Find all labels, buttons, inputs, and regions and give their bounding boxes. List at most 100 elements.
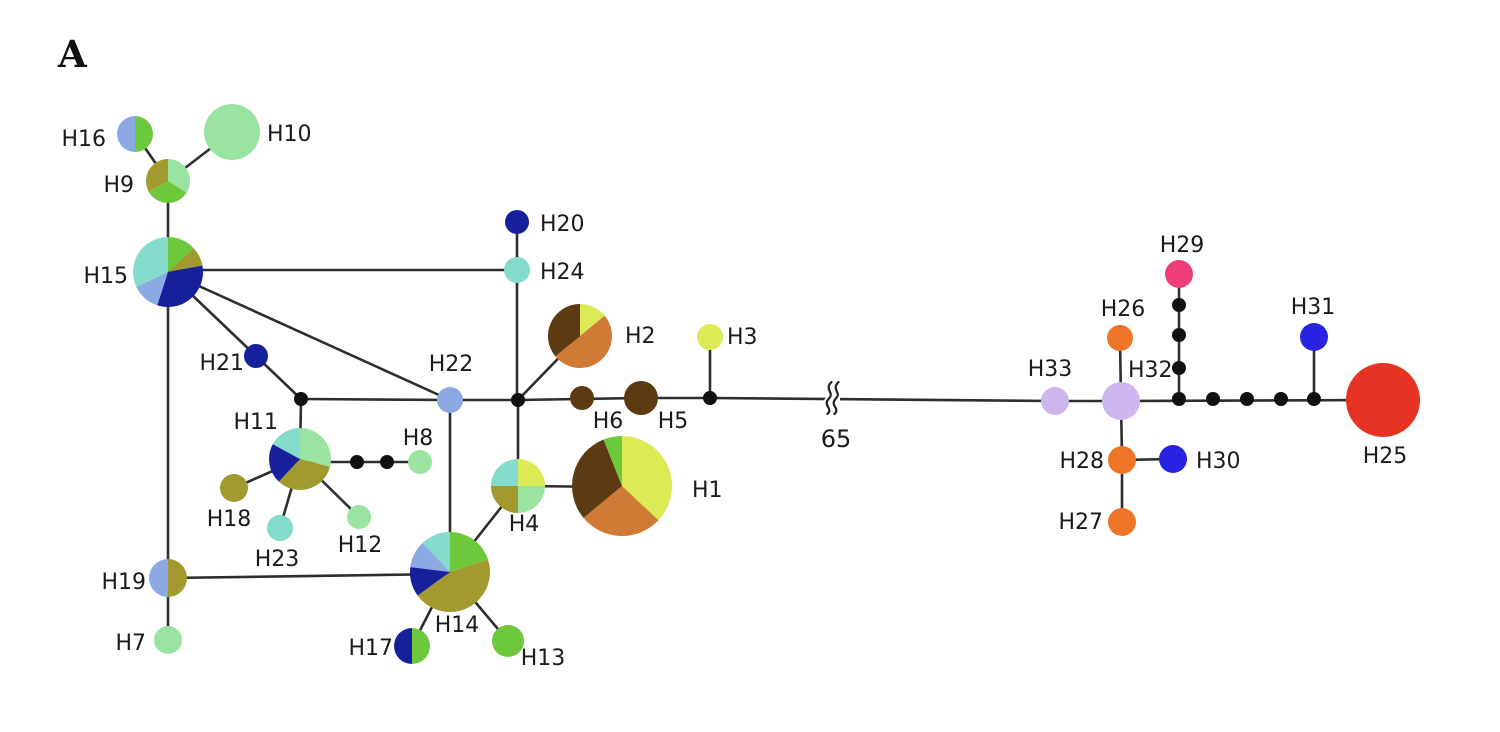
haplotype-node-H11-slice-olive [278,459,331,491]
node-label-H8: H8 [403,426,434,451]
haplotype-node-H19-slice-olive [168,559,187,597]
network-edge [167,270,451,402]
node-label-H15: H15 [83,264,128,289]
node-label-H11: H11 [233,410,278,435]
node-label-H17: H17 [348,636,393,661]
mutation-count-label: 65 [821,425,852,453]
haplotype-node-H32 [1102,382,1140,420]
haplotype-node-H27 [1108,508,1136,536]
median-vector [1172,392,1186,406]
haplotype-node-H18 [220,474,248,502]
node-label-H29: H29 [1160,233,1205,258]
node-label-H6: H6 [593,409,624,434]
haplotype-node-H26 [1107,325,1133,351]
node-label-H10: H10 [267,122,312,147]
node-label-H19: H19 [101,570,146,595]
median-vector [294,392,308,406]
haplotype-node-H17-slice-green [412,628,430,664]
haplotype-node-H16-slice-green [135,116,153,152]
haplotype-node-H4-slice-olive [491,486,518,513]
node-label-H26: H26 [1101,297,1146,322]
node-label-H2: H2 [625,324,656,349]
node-label-H1: H1 [692,478,723,503]
node-label-H21: H21 [199,351,244,376]
haplotype-node-H2-slice-chocolate [555,315,613,369]
network-edge [709,396,1056,403]
median-vector [1206,392,1220,406]
network-edge [300,397,451,402]
node-label-H20: H20 [540,212,585,237]
node-label-H27: H27 [1058,510,1103,535]
haplotype-node-H20 [505,210,529,234]
median-vector [1172,298,1186,312]
haplotype-node-H14-slice-olive [417,559,490,612]
haplotype-node-H9-slice-green [148,181,187,204]
haplotype-node-H19-slice-cornflower [149,559,168,597]
haplotype-node-H3 [697,324,723,350]
haplotype-node-H30 [1159,445,1187,473]
break-squiggle [832,380,840,416]
haplotype-node-H4-slice-yellowgreen [518,459,545,486]
haplotype-node-H12 [347,505,371,529]
haplotype-node-H15-slice-olive [168,248,203,272]
network-edge [167,572,451,580]
haplotype-node-H5 [624,381,658,415]
haplotype-node-H25 [1346,363,1420,437]
node-label-H4: H4 [509,512,540,537]
node-label-H22: H22 [429,352,474,377]
haplotype-node-H15-slice-cornflower [136,272,168,306]
haplotype-node-H1-slice-green [603,435,622,486]
haplotype-node-H7 [154,626,182,654]
node-label-H18: H18 [207,507,252,532]
haplotype-node-H6 [570,386,594,410]
haplotype-node-H13 [492,625,524,657]
haplotype-node-H11-slice-navy [268,444,300,482]
node-label-H9: H9 [103,173,134,198]
node-label-H30: H30 [1196,449,1241,474]
node-label-H3: H3 [727,325,758,350]
haplotype-node-H14-slice-turquoise [422,532,450,572]
haplotype-node-H10 [204,104,260,160]
haplotype-node-H2-slice-yellowgreen [580,304,605,336]
haplotype-node-H15-slice-navy [157,265,204,308]
haplotype-node-H9-slice-palegreen [168,159,191,193]
node-label-H28: H28 [1059,449,1104,474]
median-vector [1172,328,1186,342]
median-vector [1240,392,1254,406]
node-label-H24: H24 [540,260,585,285]
haplotype-node-H16-slice-cornflower [117,116,135,152]
haplotype-node-H4-slice-palegreen [518,486,545,513]
haplotype-node-H33 [1041,387,1069,415]
haplotype-node-H14-slice-cornflower [410,542,450,572]
median-vector [1307,392,1321,406]
median-vector [511,393,525,407]
haplotype-node-H17-slice-navy [394,628,412,664]
haplotype-node-H8 [408,450,432,474]
haplotype-node-H22 [437,387,463,413]
node-label-H13: H13 [521,646,566,671]
median-vector [703,391,717,405]
haplotype-node-H24 [504,257,530,283]
panel-label: A [58,32,87,76]
haplotype-node-H4-slice-turquoise [491,459,518,486]
node-label-H32: H32 [1128,358,1173,383]
haplotype-node-H9-slice-olive [145,159,168,192]
node-label-H33: H33 [1028,357,1073,382]
median-vector [1172,361,1186,375]
haplotype-node-H2-slice-brown [547,304,580,357]
node-label-H16: H16 [61,127,106,152]
haplotype-node-H11-slice-turquoise [272,428,300,459]
median-vector [1274,392,1288,406]
haplotype-node-H11-slice-palegreen [300,428,332,467]
median-vector [350,455,364,469]
haplotype-node-H29 [1165,260,1193,288]
node-label-H23: H23 [255,547,300,572]
haplotype-node-H1-slice-brown [571,439,622,518]
node-label-H5: H5 [658,409,689,434]
node-label-H14: H14 [435,613,480,638]
node-label-H31: H31 [1291,295,1336,320]
node-label-H7: H7 [115,631,146,656]
haplotype-node-H28 [1108,446,1136,474]
node-label-H25: H25 [1363,444,1408,469]
